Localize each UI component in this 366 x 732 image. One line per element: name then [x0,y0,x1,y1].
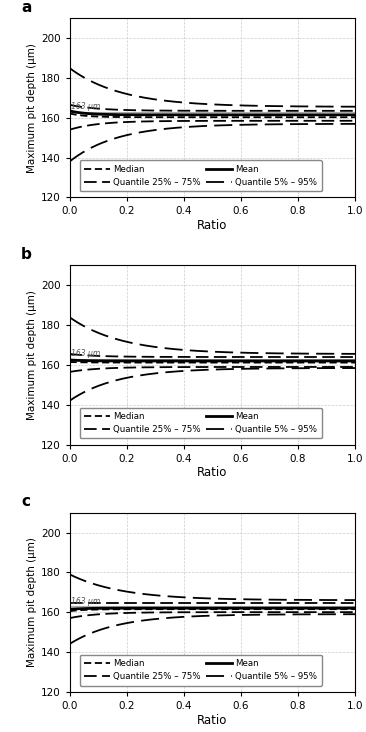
Y-axis label: Maximum pit depth (μm): Maximum pit depth (μm) [27,43,37,173]
Text: 163 μm: 163 μm [71,102,100,111]
Text: c: c [21,494,30,509]
X-axis label: Ratio: Ratio [197,466,227,479]
Legend: Median, Quantile 25% – 75%, Mean, Quantile 5% – 95%: Median, Quantile 25% – 75%, Mean, Quanti… [79,654,321,686]
Legend: Median, Quantile 25% – 75%, Mean, Quantile 5% – 95%: Median, Quantile 25% – 75%, Mean, Quanti… [79,160,321,191]
Y-axis label: Maximum pit depth (μm): Maximum pit depth (μm) [27,537,37,667]
Text: 163 μm: 163 μm [71,349,100,359]
X-axis label: Ratio: Ratio [197,219,227,232]
Text: a: a [21,0,31,15]
Legend: Median, Quantile 25% – 75%, Mean, Quantile 5% – 95%: Median, Quantile 25% – 75%, Mean, Quanti… [79,408,321,438]
Text: 163 μm: 163 μm [71,597,100,605]
X-axis label: Ratio: Ratio [197,714,227,727]
Y-axis label: Maximum pit depth (μm): Maximum pit depth (μm) [27,290,37,420]
Text: b: b [21,247,32,262]
